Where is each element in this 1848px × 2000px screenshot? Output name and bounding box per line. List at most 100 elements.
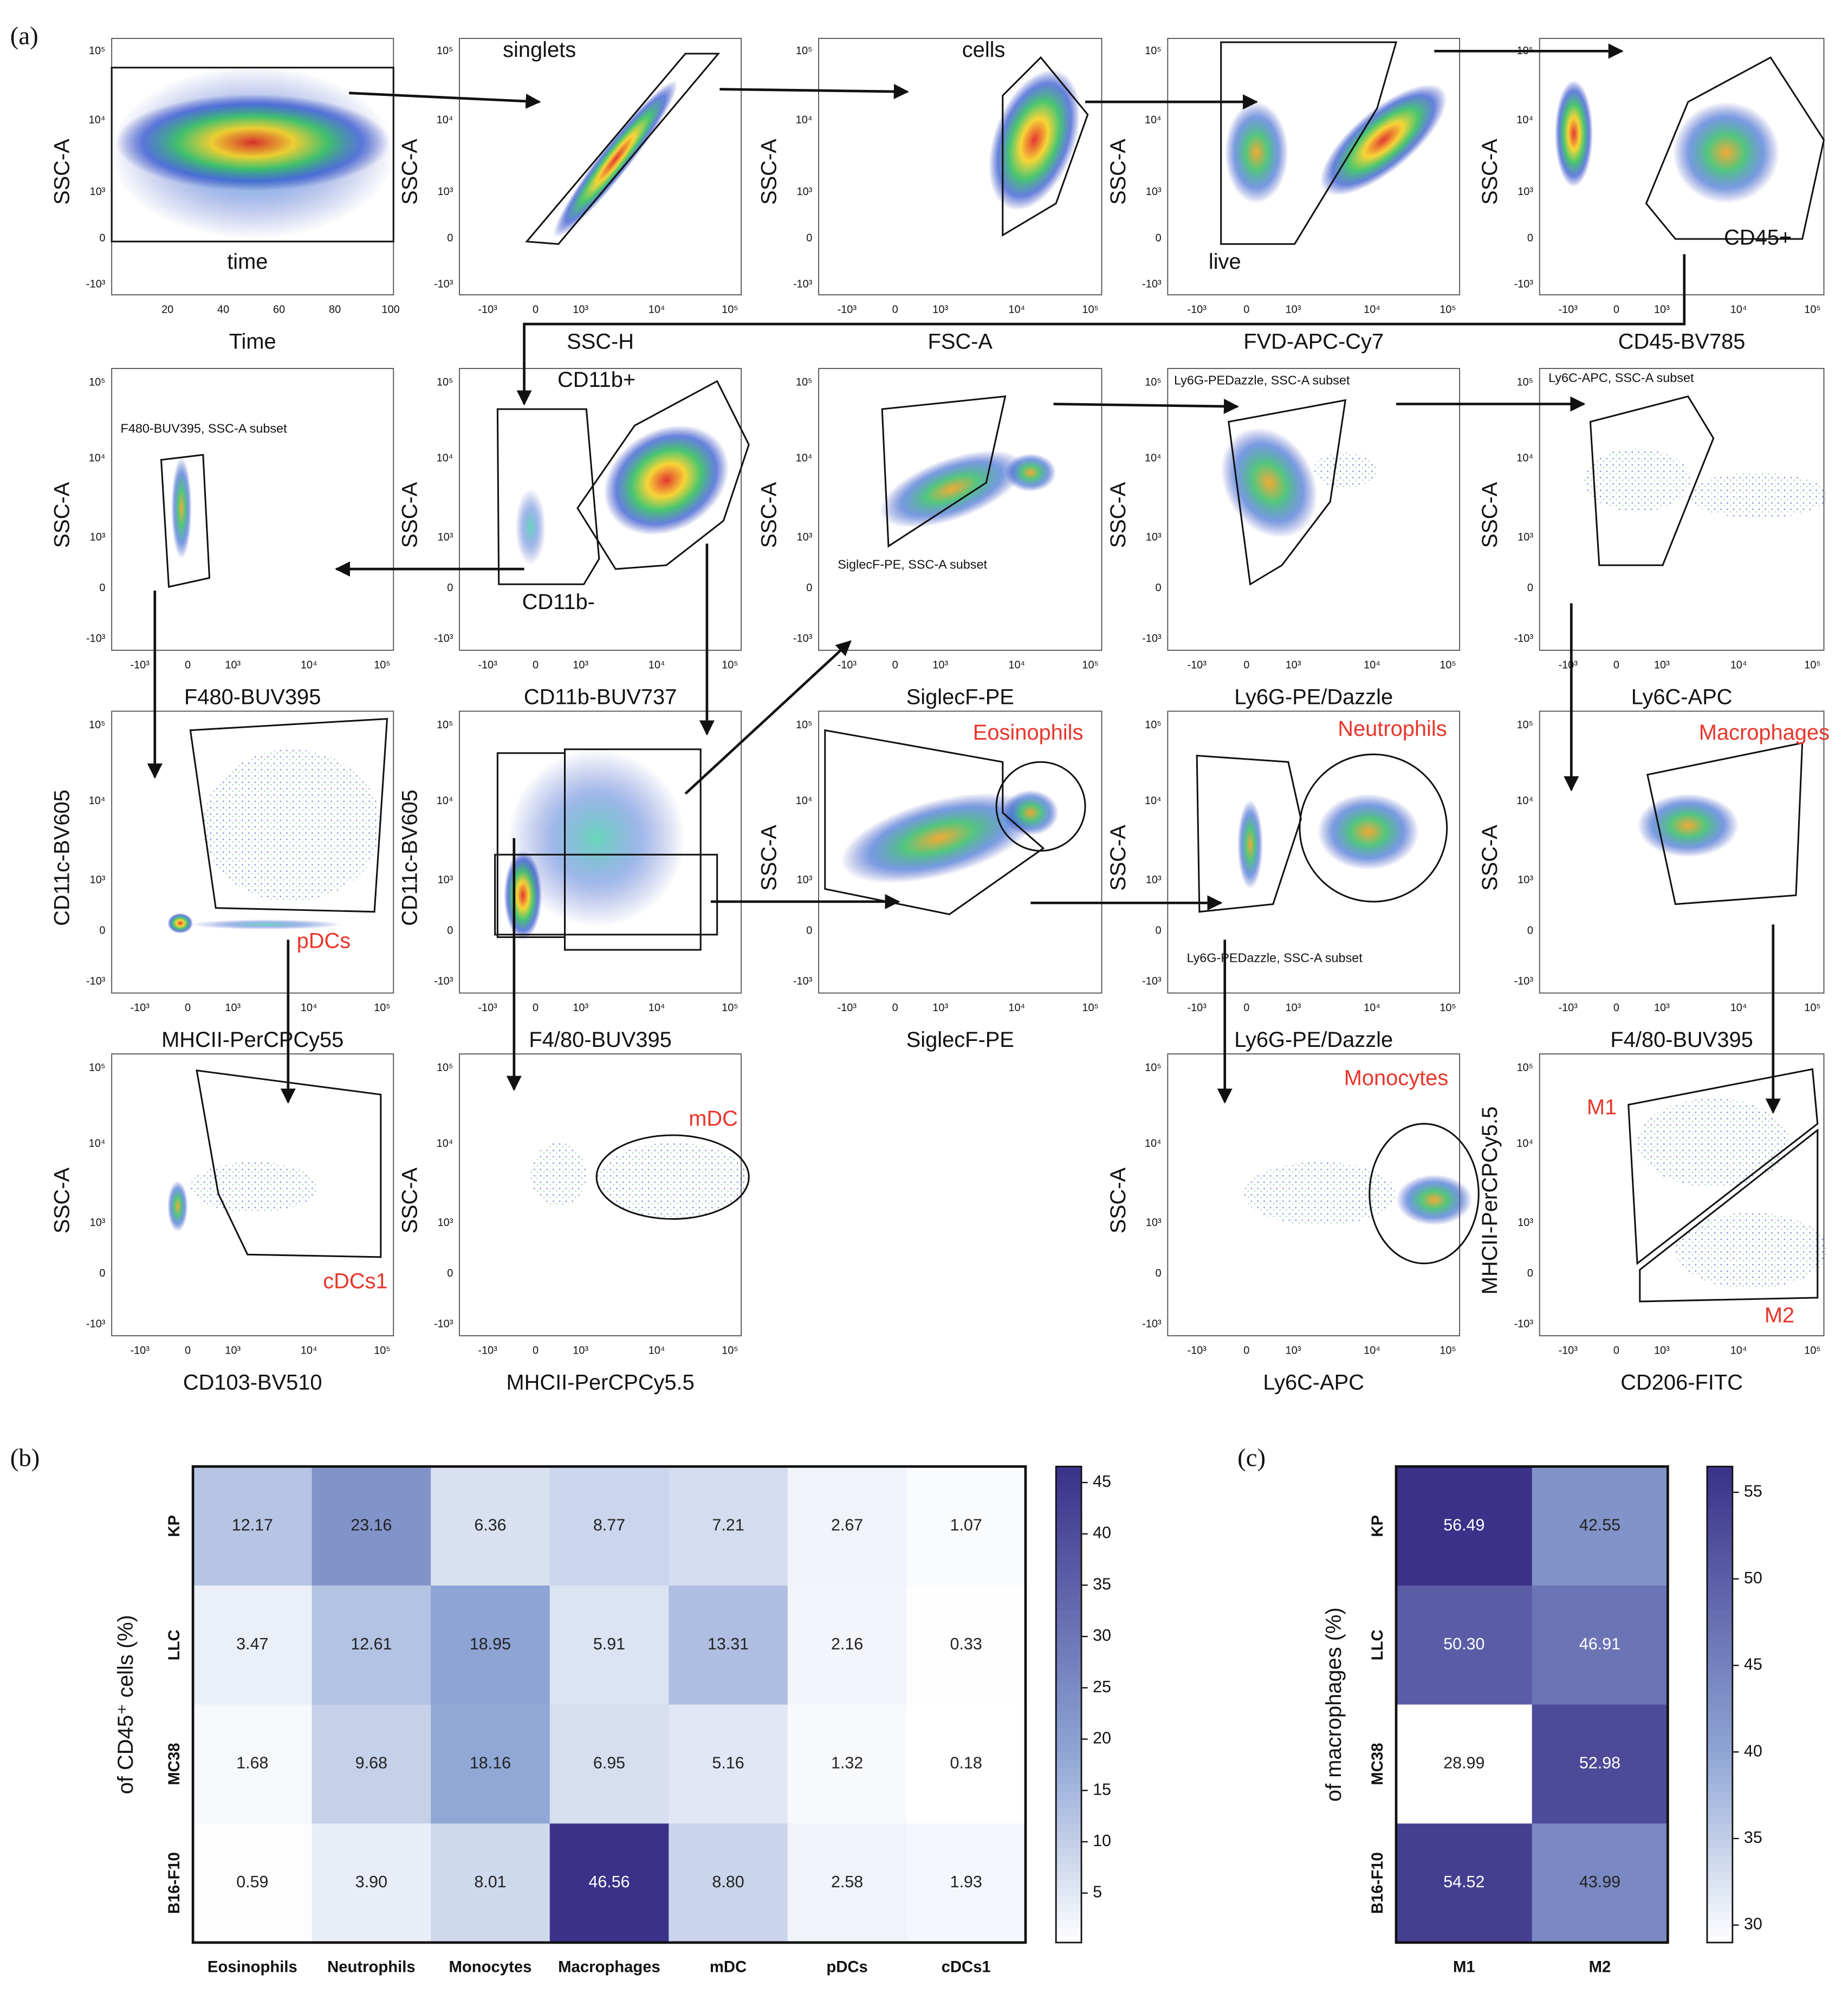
x-tick-label: 10³ bbox=[573, 1002, 588, 1014]
colorbar-step bbox=[1707, 1673, 1733, 1681]
cell-value-label: 2.58 bbox=[831, 1873, 863, 1891]
y-tick-label: 0 bbox=[447, 1267, 453, 1279]
y-tick-label: 10⁴ bbox=[1516, 114, 1533, 126]
x-axis-label: Ly6C-APC bbox=[1631, 685, 1733, 709]
colorbar-step bbox=[1707, 1823, 1733, 1832]
subset-label: SiglecF-PE, SSC-A subset bbox=[838, 557, 987, 571]
cell-value-label: 56.49 bbox=[1443, 1516, 1484, 1534]
colorbar-tick-label: 10 bbox=[1093, 1831, 1111, 1850]
y-tick-label: 0 bbox=[806, 232, 812, 244]
y-tick-label: 10⁵ bbox=[437, 719, 453, 731]
plot-frame bbox=[1167, 368, 1461, 651]
x-axis-label: Time bbox=[229, 330, 276, 354]
plot-frame bbox=[818, 37, 1103, 296]
x-tick-label: Macrophages bbox=[558, 1958, 660, 1976]
y-tick-label: 10⁴ bbox=[437, 1138, 453, 1150]
y-tick-label: -10³ bbox=[434, 633, 453, 645]
density-cloud bbox=[1672, 102, 1780, 204]
y-tick-label: -10³ bbox=[86, 278, 106, 290]
colorbar-tick-label: 40 bbox=[1093, 1524, 1111, 1542]
x-tick-label: -10³ bbox=[1187, 1002, 1207, 1014]
x-tick-label: 10⁵ bbox=[1082, 303, 1098, 315]
x-tick-label: 10⁵ bbox=[722, 659, 738, 671]
colorbar-step bbox=[1707, 1530, 1733, 1539]
x-tick-label: 10⁴ bbox=[1008, 1002, 1025, 1014]
colorbar-step bbox=[1707, 1474, 1733, 1483]
y-tick-label: KP bbox=[165, 1515, 183, 1537]
x-tick-label: Neutrophils bbox=[327, 1958, 416, 1976]
subset-label: Ly6G-PEDazzle, SSC-A subset bbox=[1174, 373, 1350, 387]
x-tick-label: 10⁵ bbox=[374, 1345, 390, 1357]
x-tick-label: 0 bbox=[1243, 1345, 1249, 1357]
heatmap-cell bbox=[787, 1704, 907, 1824]
x-tick-label: 10⁵ bbox=[1440, 1345, 1456, 1357]
colorbar-step bbox=[1056, 1577, 1081, 1587]
y-axis-label: SSC-A bbox=[398, 139, 422, 205]
heatmap-cell bbox=[431, 1466, 550, 1587]
x-tick-label: 0 bbox=[1613, 303, 1619, 315]
y-tick-label: 10⁴ bbox=[1516, 452, 1533, 464]
panel-label: (c) bbox=[1237, 1444, 1266, 1472]
x-tick-label: 10³ bbox=[225, 659, 241, 671]
colorbar-step bbox=[1707, 1768, 1733, 1777]
colorbar-step bbox=[1056, 1601, 1081, 1610]
heatmap-cell bbox=[906, 1585, 1027, 1705]
x-tick-label: 10³ bbox=[932, 303, 948, 315]
y-tick-label: 10³ bbox=[438, 186, 453, 198]
colorbar-step bbox=[1707, 1815, 1733, 1824]
colorbar-step bbox=[1707, 1847, 1733, 1856]
y-tick-label: 10⁴ bbox=[89, 114, 106, 126]
colorbar-step bbox=[1056, 1545, 1081, 1555]
y-tick-label: -10³ bbox=[86, 1318, 106, 1330]
cell-value-label: 13.31 bbox=[708, 1635, 749, 1653]
y-tick-label: 10³ bbox=[1518, 186, 1533, 198]
plot-frame bbox=[459, 37, 742, 296]
heatmap-cell bbox=[669, 1704, 788, 1824]
x-tick-label: 0 bbox=[1613, 659, 1619, 671]
x-tick-label: 0 bbox=[185, 1345, 191, 1357]
colorbar-step bbox=[1056, 1768, 1081, 1777]
colorbar-step bbox=[1056, 1633, 1081, 1642]
x-tick-label: 10⁵ bbox=[1804, 1002, 1820, 1014]
y-tick-label: 10³ bbox=[797, 531, 813, 543]
colorbar-step bbox=[1707, 1831, 1733, 1840]
x-axis-label: MHCII-PerCPCy5.5 bbox=[506, 1371, 694, 1395]
x-tick-label: 10⁵ bbox=[1082, 1002, 1098, 1014]
colorbar-step bbox=[1707, 1855, 1733, 1864]
gate bbox=[1299, 753, 1448, 903]
gate-label: time bbox=[227, 250, 268, 274]
cell-value-label: 42.55 bbox=[1579, 1516, 1620, 1534]
colorbar-step bbox=[1707, 1609, 1733, 1618]
colorbar-step bbox=[1707, 1506, 1733, 1515]
plot-frame bbox=[111, 368, 394, 651]
cell-value-label: 12.17 bbox=[232, 1516, 273, 1534]
x-tick-label: 10⁵ bbox=[1804, 1345, 1820, 1357]
y-axis-label: SSC-A bbox=[1106, 482, 1130, 548]
gating-arrow bbox=[349, 92, 541, 109]
y-tick-label: 10⁵ bbox=[89, 45, 105, 57]
colorbar-step bbox=[1056, 1673, 1081, 1681]
x-tick-label: 10³ bbox=[1654, 659, 1670, 671]
x-tick-label: 10⁴ bbox=[301, 1002, 317, 1014]
y-tick-label: 0 bbox=[447, 924, 453, 936]
y-tick-label: 10⁴ bbox=[437, 795, 453, 807]
x-tick-label: -10³ bbox=[1558, 1345, 1578, 1357]
y-tick-label: LLC bbox=[1369, 1629, 1386, 1660]
x-axis-label: Ly6G-PE/Dazzle bbox=[1234, 1028, 1393, 1052]
x-axis-label: CD206-FITC bbox=[1620, 1371, 1743, 1395]
x-tick-label: M1 bbox=[1453, 1958, 1475, 1976]
y-tick-label: 0 bbox=[99, 924, 105, 936]
y-tick-label: 10⁴ bbox=[796, 452, 813, 464]
y-tick-label: -10³ bbox=[1514, 633, 1534, 645]
x-tick-label: 10⁴ bbox=[1730, 1002, 1747, 1014]
density-cloud bbox=[988, 69, 1080, 211]
y-tick-label: -10³ bbox=[1514, 1318, 1534, 1330]
colorbar-step bbox=[1707, 1839, 1733, 1848]
gate-label: mDC bbox=[689, 1106, 738, 1130]
heatmap-frame bbox=[191, 1465, 1027, 1944]
colorbar-step bbox=[1056, 1617, 1081, 1626]
cell-value-label: 0.33 bbox=[950, 1635, 982, 1653]
density-cloud bbox=[879, 450, 1024, 528]
x-tick-label: 0 bbox=[533, 1002, 539, 1014]
